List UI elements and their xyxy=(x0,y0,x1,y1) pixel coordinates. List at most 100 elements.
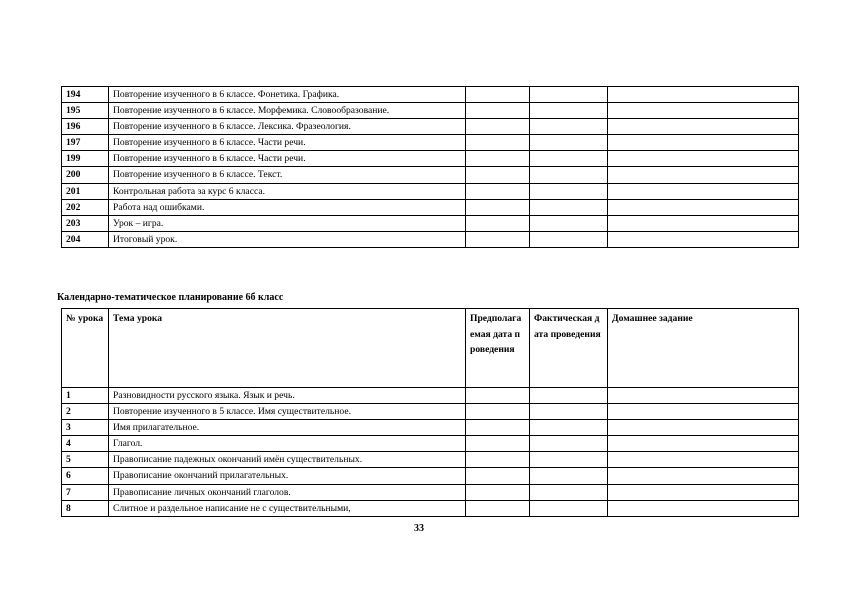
actual-date-cell xyxy=(529,182,608,200)
actual-date-cell xyxy=(529,166,608,184)
homework-cell xyxy=(607,435,799,453)
table-row: 197 Повторение изученного в 6 классе. Час… xyxy=(61,134,799,152)
lesson-topic: Урок – игра. xyxy=(108,214,466,232)
actual-date-cell xyxy=(529,150,608,168)
planned-date-cell xyxy=(465,150,530,168)
header-lesson-number: № урока xyxy=(61,308,109,388)
lesson-number: 3 xyxy=(61,419,109,437)
actual-date-cell xyxy=(529,85,608,104)
homework-cell xyxy=(607,150,799,168)
homework-cell xyxy=(607,451,799,469)
table-row: 4 Глагол. xyxy=(61,435,799,453)
homework-cell xyxy=(607,467,799,485)
lesson-topic: Контрольная работа за курс 6 класса. xyxy=(108,182,466,200)
actual-date-cell xyxy=(529,214,608,232)
actual-date-cell xyxy=(529,499,608,517)
planned-date-cell xyxy=(465,134,530,152)
actual-date-cell xyxy=(529,134,608,152)
homework-cell xyxy=(607,85,799,104)
homework-cell xyxy=(607,419,799,437)
planned-date-cell xyxy=(465,182,530,200)
table-row: 204 Итоговый урок. xyxy=(61,230,799,248)
lessons-table: № урока Тема урока Предполагаемая дата п… xyxy=(61,308,799,517)
table-row: 196 Повторение изученного в 6 классе. Лек… xyxy=(61,118,799,136)
table-row: 203 Урок – игра. xyxy=(61,214,799,232)
planned-date-cell xyxy=(465,214,530,232)
lesson-topic: Глагол. xyxy=(108,435,466,453)
lesson-topic: Имя прилагательное. xyxy=(108,419,466,437)
table-row: 200 Повторение изученного в 6 классе. Тек… xyxy=(61,166,799,184)
section-title: Календарно-тематическое планирование 6б … xyxy=(57,292,284,303)
homework-cell xyxy=(607,499,799,517)
lesson-topic: Итоговый урок. xyxy=(108,230,466,248)
homework-cell xyxy=(607,230,799,248)
planned-date-cell xyxy=(465,166,530,184)
planned-date-cell xyxy=(465,403,530,421)
actual-date-cell xyxy=(529,467,608,485)
lesson-number: 204 xyxy=(61,230,109,248)
header-homework: Домашнее задание xyxy=(607,308,799,388)
homework-cell xyxy=(607,214,799,232)
planned-date-cell xyxy=(465,483,530,501)
homework-cell xyxy=(607,403,799,421)
actual-date-cell xyxy=(529,483,608,501)
homework-cell xyxy=(607,182,799,200)
table-row: 5 Правописание падежных окончаний имён су… xyxy=(61,451,799,469)
table-row: 7 Правописание личных окончаний глаголов. xyxy=(61,483,799,501)
table-row: 195 Повторение изученного в 6 классе. Мор… xyxy=(61,102,799,120)
homework-cell xyxy=(607,166,799,184)
planned-date-cell xyxy=(465,467,530,485)
lesson-number: 196 xyxy=(61,118,109,136)
lesson-number: 194 xyxy=(61,85,109,104)
lesson-number: 201 xyxy=(61,182,109,200)
table-row: 199 Повторение изученного в 6 классе. Час… xyxy=(61,150,799,168)
lesson-topic: Повторение изученного в 6 классе. Фонети… xyxy=(108,85,466,104)
planned-date-cell xyxy=(465,102,530,120)
table-row: 8 Слитное и раздельное написание не с сущ… xyxy=(61,499,799,517)
planned-date-cell xyxy=(465,230,530,248)
homework-cell xyxy=(607,118,799,136)
lesson-topic: Повторение изученного в 6 классе. Текст. xyxy=(108,166,466,184)
homework-cell xyxy=(607,483,799,501)
lesson-topic: Повторение изученного в 6 классе. Части … xyxy=(108,150,466,168)
homework-cell xyxy=(607,134,799,152)
page-number: 33 xyxy=(414,523,424,534)
table-row: 3 Имя прилагательное. xyxy=(61,419,799,437)
actual-date-cell xyxy=(529,419,608,437)
lesson-topic: Повторение изученного в 5 классе. Имя су… xyxy=(108,403,466,421)
lesson-topic: Правописание личных окончаний глаголов. xyxy=(108,483,466,501)
homework-cell xyxy=(607,102,799,120)
lesson-topic: Повторение изученного в 6 классе. Части … xyxy=(108,134,466,152)
lesson-number: 202 xyxy=(61,198,109,216)
lesson-topic: Правописание окончаний прилагательных. xyxy=(108,467,466,485)
header-actual-date: Фактическая дата проведения xyxy=(529,308,608,388)
planned-date-cell xyxy=(465,85,530,104)
planned-date-cell xyxy=(465,198,530,216)
lesson-number: 200 xyxy=(61,166,109,184)
lesson-number: 197 xyxy=(61,134,109,152)
actual-date-cell xyxy=(529,386,608,405)
lesson-number: 7 xyxy=(61,483,109,501)
lesson-topic: Разновидности русского языка. Язык и реч… xyxy=(108,386,466,405)
actual-date-cell xyxy=(529,230,608,248)
lesson-topic: Повторение изученного в 6 классе. Лексик… xyxy=(108,118,466,136)
table-row: 194 Повторение изученного в 6 классе. Фон… xyxy=(61,85,799,104)
planned-date-cell xyxy=(465,386,530,405)
planned-date-cell xyxy=(465,451,530,469)
header-planned-date: Предполагаемая дата проведения xyxy=(465,308,530,388)
actual-date-cell xyxy=(529,435,608,453)
planned-date-cell xyxy=(465,435,530,453)
table-row: 1 Разновидности русского языка. Язык и ре… xyxy=(61,386,799,405)
lesson-number: 199 xyxy=(61,150,109,168)
lessons-table-continued: 194 Повторение изученного в 6 классе. Фон… xyxy=(61,85,799,248)
lesson-number: 4 xyxy=(61,435,109,453)
lesson-number: 6 xyxy=(61,467,109,485)
table-row: 201 Контрольная работа за курс 6 класса. xyxy=(61,182,799,200)
actual-date-cell xyxy=(529,198,608,216)
lesson-number: 195 xyxy=(61,102,109,120)
lesson-number: 2 xyxy=(61,403,109,421)
table-row: 2 Повторение изученного в 5 классе. Имя с… xyxy=(61,403,799,421)
header-topic: Тема урока xyxy=(108,308,466,388)
lesson-number: 8 xyxy=(61,499,109,517)
lesson-number: 203 xyxy=(61,214,109,232)
